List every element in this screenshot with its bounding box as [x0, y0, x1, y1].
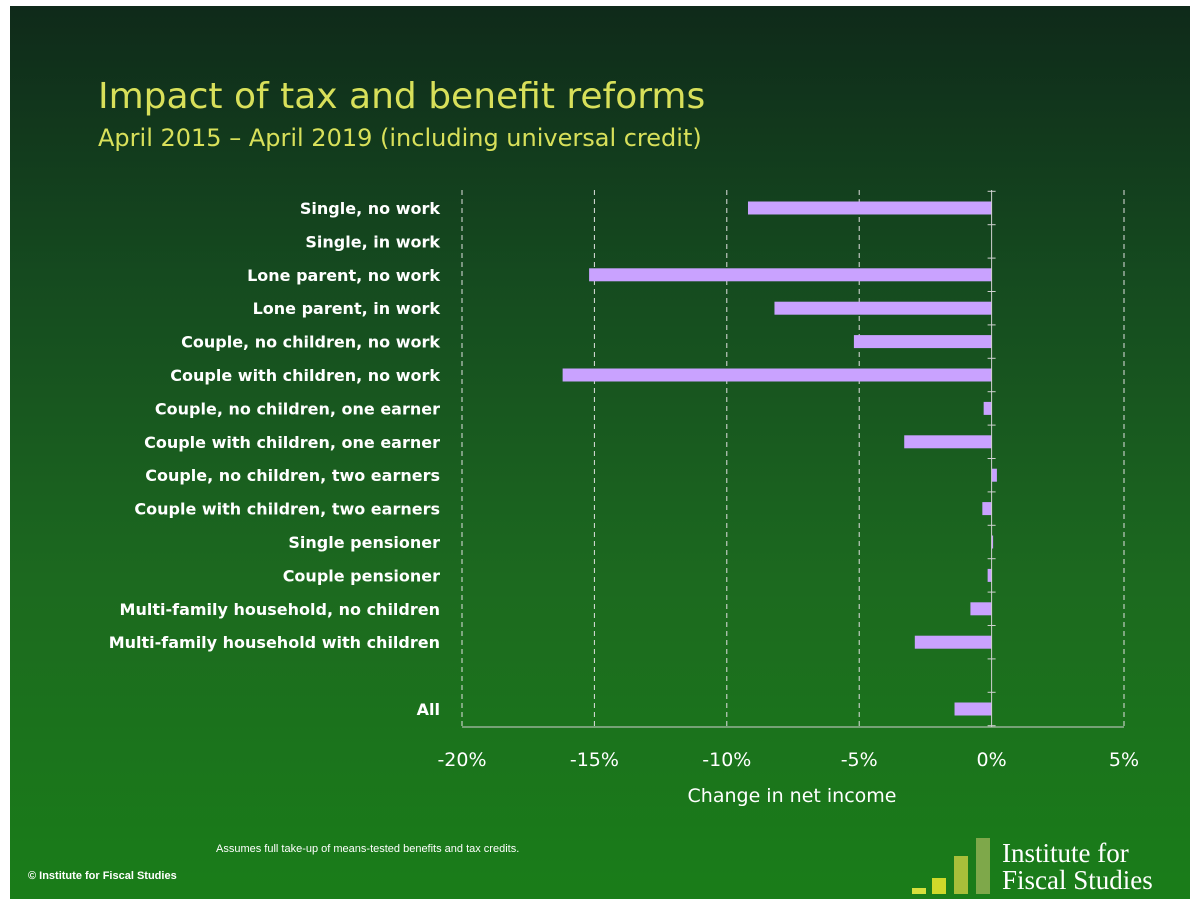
category-label: Lone parent, in work	[253, 299, 441, 318]
category-label: Couple, no children, no work	[181, 333, 440, 352]
data-bar	[982, 502, 992, 516]
data-bar	[774, 301, 992, 315]
tick-label: 0%	[977, 749, 1007, 771]
slide-background: Impact of tax and benefit reforms April …	[10, 6, 1190, 899]
category-label: Couple with children, one earner	[144, 433, 440, 452]
category-label: All	[417, 700, 440, 719]
category-label: Multi-family household with children	[109, 633, 440, 652]
copyright-notice: © Institute for Fiscal Studies	[28, 870, 177, 882]
data-bar	[954, 702, 992, 716]
data-bar	[589, 268, 992, 282]
logo-bar	[976, 838, 990, 894]
data-bar	[987, 568, 992, 582]
bar-chart: Single, no work Single, in work Lone paren…	[109, 190, 1139, 807]
category-label: Single, in work	[305, 232, 440, 251]
data-bar	[853, 335, 992, 349]
footnote: Assumes full take-up of means-tested ben…	[216, 843, 520, 855]
tick-label: 5%	[1109, 749, 1139, 771]
category-label: Couple, no children, two earners	[145, 466, 440, 485]
data-bar	[991, 535, 994, 549]
category-label: Single pensioner	[288, 533, 440, 552]
axis-layer	[462, 190, 1124, 728]
data-bar	[914, 635, 992, 649]
logo-line-2: Fiscal Studies	[1002, 865, 1153, 895]
logo-bar	[932, 878, 946, 894]
ifs-logo: Institute for Fiscal Studies	[908, 802, 1188, 894]
logo-bar	[912, 888, 926, 894]
logo-line-1: Institute for	[1002, 838, 1129, 868]
category-label: Multi-family household, no children	[120, 600, 440, 619]
x-axis-title: Change in net income	[688, 785, 897, 807]
chart-subtitle: April 2015 – April 2019 (including unive…	[98, 124, 702, 152]
tick-label: -20%	[437, 749, 486, 771]
tick-label: -10%	[702, 749, 751, 771]
data-bar	[747, 201, 992, 215]
category-label: Couple with children, two earners	[134, 500, 440, 519]
data-bar	[970, 602, 992, 616]
data-bar	[904, 435, 992, 449]
data-bar	[983, 401, 992, 415]
tick-label: -5%	[841, 749, 878, 771]
category-label: Couple, no children, one earner	[155, 399, 440, 418]
bars-layer	[562, 201, 997, 716]
category-label: Couple with children, no work	[170, 366, 440, 385]
logo-wordmark: Institute for Fiscal Studies	[1002, 840, 1190, 894]
tick-labels: -20% -15% -10% -5% 0% 5%	[437, 749, 1139, 771]
tick-label: -15%	[570, 749, 619, 771]
category-label: Single, no work	[300, 199, 440, 218]
category-label: Lone parent, no work	[247, 266, 440, 285]
data-bar	[562, 368, 992, 382]
category-label: Couple pensioner	[283, 566, 440, 585]
chart-title: Impact of tax and benefit reforms	[98, 76, 706, 117]
logo-bar	[954, 856, 968, 894]
category-labels: Single, no work Single, in work Lone paren…	[109, 199, 441, 719]
data-bar	[991, 468, 997, 482]
